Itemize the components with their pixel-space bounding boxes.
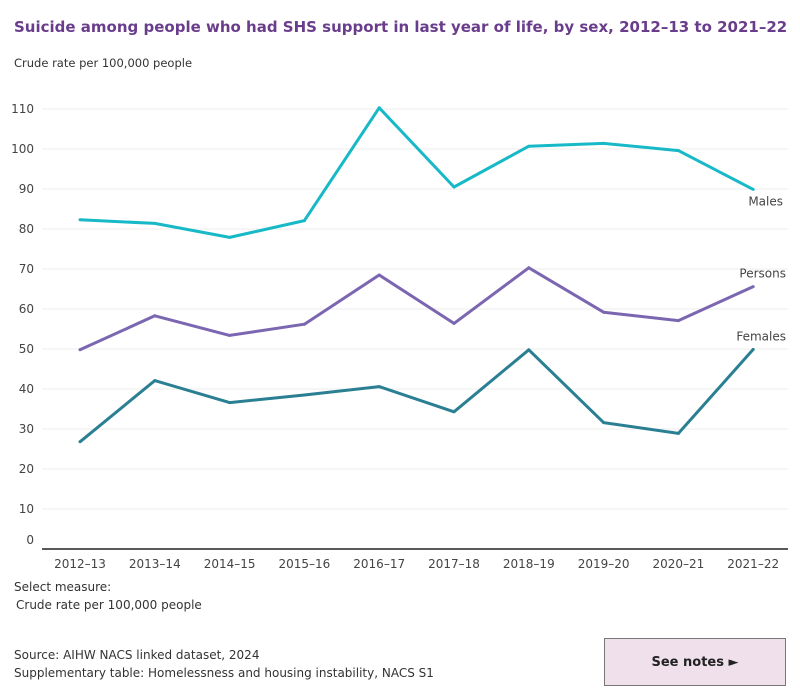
data-point-persons: [527, 266, 531, 270]
series-label-persons: Persons: [739, 267, 786, 281]
data-point-females: [676, 431, 680, 435]
data-point-females: [228, 401, 232, 405]
y-tick-label: 110: [11, 102, 34, 116]
data-point-persons: [377, 273, 381, 277]
data-point-males: [78, 218, 82, 222]
data-point-persons: [228, 333, 232, 337]
y-tick-label: 60: [19, 302, 34, 316]
x-tick-label: 2014–15: [204, 557, 256, 571]
y-axis-label: Crude rate per 100,000 people: [14, 56, 193, 70]
series-line-persons: [79, 266, 754, 352]
series-label-males: Males: [748, 194, 783, 208]
data-point-males: [751, 187, 755, 191]
data-point-females: [153, 379, 157, 383]
data-point-females: [527, 348, 531, 352]
y-tick-label: 80: [19, 222, 34, 236]
y-tick-label: 30: [19, 422, 34, 436]
series-label-females: Females: [736, 329, 786, 343]
series-line-females: [79, 348, 755, 443]
supplementary-text: Supplementary table: Homelessness and ho…: [14, 666, 434, 680]
data-point-persons: [153, 314, 157, 318]
y-tick-label: 100: [11, 142, 34, 156]
data-point-females: [602, 421, 606, 425]
data-point-females: [78, 440, 82, 444]
x-tick-label: 2015–16: [278, 557, 330, 571]
x-tick-label: 2016–17: [353, 557, 405, 571]
y-tick-label: 90: [19, 182, 34, 196]
data-point-males: [676, 149, 680, 153]
x-tick-label: 2013–14: [129, 557, 181, 571]
data-point-males: [228, 235, 232, 239]
x-tick-label: 2018–19: [503, 557, 555, 571]
data-point-persons: [78, 348, 82, 352]
y-tick-label: 70: [19, 262, 34, 276]
measure-label: Select measure:: [14, 580, 112, 594]
y-tick-label: 40: [19, 382, 34, 396]
x-tick-label: 2020–21: [652, 557, 704, 571]
chart-title: Suicide among people who had SHS support…: [14, 18, 788, 36]
y-tick-label: 0: [26, 533, 34, 547]
data-point-females: [751, 347, 755, 351]
data-point-males: [527, 144, 531, 148]
see-notes-button[interactable]: See notes ►: [604, 638, 786, 686]
series-line-males: [79, 106, 754, 239]
data-point-persons: [602, 310, 606, 314]
y-tick-label: 20: [19, 462, 34, 476]
data-point-females: [377, 385, 381, 389]
line-chart: 0 10 20 30 40 50 60 70 80 90 100 110 2012–13 2013–14 2…: [11, 102, 788, 571]
data-point-males: [452, 185, 456, 189]
x-tick-label: 2019–20: [578, 557, 630, 571]
y-tick-label: 10: [19, 502, 34, 516]
data-point-males: [153, 221, 157, 225]
data-point-males: [377, 106, 381, 110]
y-tick-label: 50: [19, 342, 34, 356]
x-tick-label: 2021–22: [727, 557, 779, 571]
x-tick-label: 2012–13: [54, 557, 106, 571]
data-point-persons: [676, 319, 680, 323]
measure-select[interactable]: Crude rate per 100,000 people: [16, 598, 202, 612]
data-point-females: [452, 410, 456, 414]
source-text: Source: AIHW NACS linked dataset, 2024: [14, 648, 260, 662]
data-point-persons: [452, 321, 456, 325]
data-point-females: [302, 393, 306, 397]
data-point-males: [602, 141, 606, 145]
data-point-males: [302, 219, 306, 223]
data-point-persons: [751, 285, 755, 289]
data-point-persons: [302, 322, 306, 326]
x-tick-label: 2017–18: [428, 557, 480, 571]
